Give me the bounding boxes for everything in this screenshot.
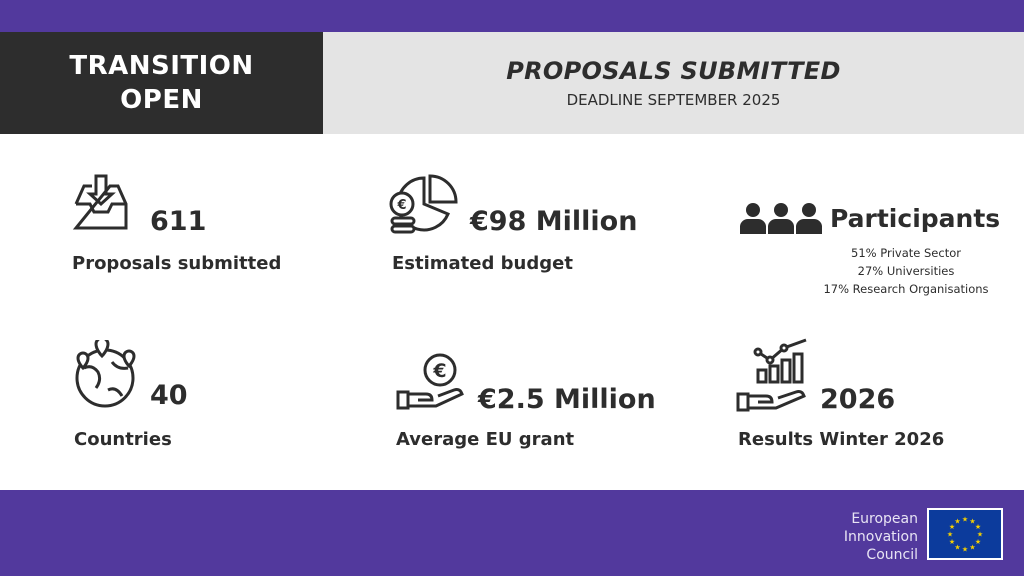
stat-value: 40 bbox=[150, 380, 188, 411]
participant-share: 27% Universities bbox=[857, 264, 955, 278]
flag-star: ★ bbox=[975, 523, 981, 531]
flag-star: ★ bbox=[969, 518, 975, 526]
hand-chart-icon bbox=[736, 338, 807, 412]
participant-share: 17% Research Organisations bbox=[823, 282, 989, 296]
stat-label: Countries bbox=[74, 429, 172, 450]
page-subtitle: DEADLINE SEPTEMBER 2025 bbox=[566, 91, 781, 109]
eic-logo-text: European Innovation Council bbox=[844, 510, 918, 564]
stat-value: €98 Million bbox=[470, 206, 638, 237]
flag-star: ★ bbox=[949, 523, 955, 531]
call-name-line2: OPEN bbox=[120, 85, 203, 115]
stat-label: Proposals submitted bbox=[72, 253, 282, 274]
stat-value: Participants bbox=[830, 204, 1001, 233]
globe-pins-icon bbox=[75, 340, 136, 408]
flag-star: ★ bbox=[947, 531, 953, 539]
header-call-name: TRANSITION OPEN bbox=[0, 32, 323, 134]
stat-label: Results Winter 2026 bbox=[738, 429, 945, 450]
flag-star: ★ bbox=[949, 538, 955, 546]
flag-star: ★ bbox=[969, 543, 975, 551]
participants-breakdown: 51% Private Sector 27% Universities 17% … bbox=[806, 244, 1006, 298]
people-icon bbox=[740, 203, 822, 234]
top-bar bbox=[0, 0, 1024, 32]
eu-flag-icon: ★ ★★★★★★★★★★★ bbox=[927, 508, 1003, 560]
flag-star: ★ bbox=[962, 516, 968, 524]
page-title: PROPOSALS SUBMITTED bbox=[506, 57, 841, 85]
pie-coins-icon: € bbox=[389, 174, 458, 234]
inbox-download-icon bbox=[72, 174, 128, 230]
flag-star: ★ bbox=[962, 546, 968, 554]
header-title-panel: PROPOSALS SUBMITTED DEADLINE SEPTEMBER 2… bbox=[323, 32, 1024, 134]
svg-text:€: € bbox=[432, 360, 446, 382]
org-line: Council bbox=[866, 547, 918, 563]
hand-euro-icon: € bbox=[396, 353, 464, 410]
stat-label: Average EU grant bbox=[396, 429, 575, 450]
flag-star: ★ bbox=[975, 538, 981, 546]
svg-text:€: € bbox=[396, 198, 406, 213]
org-line: European bbox=[851, 511, 918, 527]
flag-star: ★ bbox=[977, 531, 983, 539]
flag-star: ★ bbox=[954, 518, 960, 526]
participant-share: 51% Private Sector bbox=[851, 246, 961, 260]
stat-value: 2026 bbox=[820, 384, 896, 415]
org-line: Innovation bbox=[843, 529, 918, 545]
stat-value: 611 bbox=[150, 206, 207, 237]
flag-star: ★ bbox=[954, 543, 960, 551]
footer-bar: European Innovation Council bbox=[0, 490, 1024, 576]
stat-value: €2.5 Million bbox=[478, 384, 656, 415]
call-name-line1: TRANSITION bbox=[69, 51, 254, 81]
stat-label: Estimated budget bbox=[392, 253, 573, 274]
